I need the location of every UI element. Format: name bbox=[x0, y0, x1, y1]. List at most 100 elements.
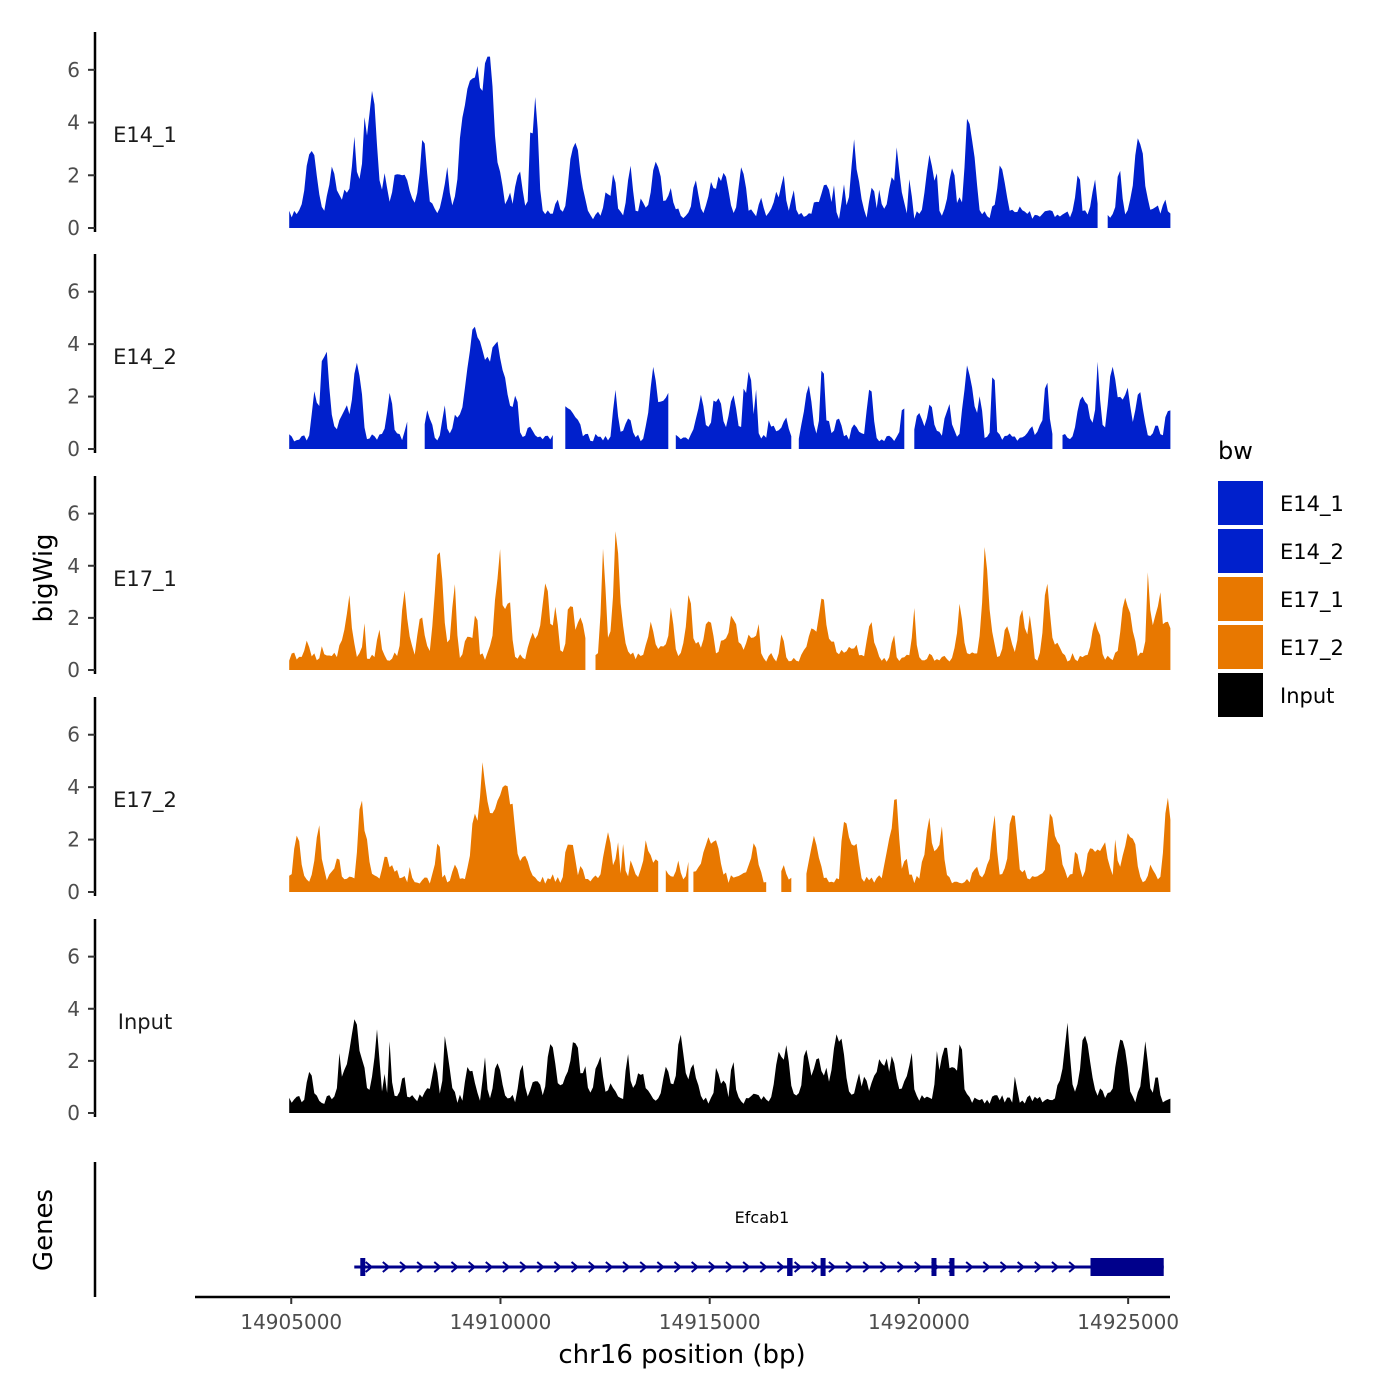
y-tick-label: 0 bbox=[67, 1101, 80, 1125]
gene-exon bbox=[820, 1258, 826, 1276]
gene-exon bbox=[949, 1258, 955, 1276]
y-tick-label: 6 bbox=[67, 58, 80, 82]
legend-swatch bbox=[1218, 481, 1263, 525]
legend-swatch bbox=[1218, 577, 1263, 621]
track-label: E17_1 bbox=[113, 567, 177, 592]
track-label: Input bbox=[118, 1010, 172, 1034]
y-tick-label: 6 bbox=[67, 280, 80, 304]
strand-arrow bbox=[605, 1261, 614, 1273]
strand-arrow bbox=[776, 1261, 785, 1273]
y-tick-label: 2 bbox=[67, 828, 80, 852]
strand-arrow bbox=[673, 1261, 683, 1273]
strand-arrow bbox=[999, 1261, 1009, 1273]
legend-swatch bbox=[1218, 673, 1263, 717]
x-tick-label: 14910000 bbox=[450, 1310, 552, 1334]
y-tick-label: 4 bbox=[67, 111, 80, 135]
signal-area-E14_1 bbox=[289, 56, 1171, 228]
strand-arrow bbox=[879, 1261, 888, 1273]
strand-arrow bbox=[536, 1261, 545, 1273]
signal-area-Input bbox=[289, 1019, 1171, 1113]
strand-arrow bbox=[896, 1261, 906, 1273]
strand-arrow bbox=[365, 1261, 374, 1273]
gene-exon bbox=[360, 1258, 366, 1276]
genes-axis-title: Genes bbox=[29, 1189, 59, 1271]
y-tick-label: 4 bbox=[67, 997, 80, 1021]
x-tick-label: 14925000 bbox=[1077, 1310, 1179, 1334]
legend-entry-E17_1: E17_1 bbox=[1218, 577, 1344, 621]
track-E14_1: 0 2 4 6 E14_1 bbox=[67, 32, 1171, 240]
y-tick-label: 2 bbox=[67, 606, 80, 630]
strand-arrow bbox=[502, 1261, 511, 1273]
track-label: E14_1 bbox=[113, 123, 177, 148]
gene-exon bbox=[787, 1258, 793, 1276]
strand-arrow bbox=[588, 1261, 597, 1273]
legend-label: Input bbox=[1280, 684, 1334, 708]
y-tick-label: 6 bbox=[67, 502, 80, 526]
legend-entry-E14_2: E14_2 bbox=[1218, 529, 1344, 573]
strand-arrow bbox=[570, 1261, 580, 1273]
y-tick-label: 6 bbox=[67, 945, 80, 969]
strand-arrow bbox=[811, 1261, 820, 1273]
legend-entries: E14_1 E14_2 E17_1 E17_2 Input bbox=[1218, 481, 1344, 717]
signal-area-E14_2 bbox=[289, 326, 1171, 449]
x-tick-label: 14915000 bbox=[659, 1310, 761, 1334]
legend-label: E14_2 bbox=[1280, 540, 1344, 565]
strand-arrow bbox=[725, 1261, 734, 1273]
y-tick-label: 4 bbox=[67, 554, 80, 578]
legend-label: E17_1 bbox=[1280, 588, 1344, 613]
y-tick-label: 0 bbox=[67, 658, 80, 682]
strand-arrow bbox=[759, 1261, 768, 1273]
legend-label: E17_2 bbox=[1280, 636, 1344, 661]
strand-arrow bbox=[914, 1261, 923, 1273]
legend-entry-E17_2: E17_2 bbox=[1218, 625, 1344, 669]
x-tick-label: 14905000 bbox=[240, 1310, 342, 1334]
y-tick-label: 2 bbox=[67, 385, 80, 409]
gene-exon bbox=[931, 1258, 937, 1276]
track-label: E14_2 bbox=[113, 345, 177, 370]
strand-arrow bbox=[1068, 1261, 1077, 1273]
strand-arrow bbox=[622, 1261, 631, 1273]
strand-arrow bbox=[1051, 1261, 1060, 1273]
y-tick-label: 0 bbox=[67, 216, 80, 240]
track-Input: 0 2 4 6 Input bbox=[67, 919, 1171, 1125]
gene-name: Efcab1 bbox=[735, 1208, 790, 1227]
legend: bw E14_1 E14_2 E17_1 E17_2 Input bbox=[1218, 437, 1344, 717]
signal-tracks: 0 2 4 6 E14_1 0 2 4 6 E14_2 0 2 4 6 E17_1 0 2 4 6 E17_2 0 2 4 6… bbox=[67, 32, 1171, 1125]
legend-swatch bbox=[1218, 529, 1263, 573]
strand-arrow bbox=[656, 1261, 665, 1273]
strand-arrow bbox=[982, 1261, 991, 1273]
y-tick-label: 4 bbox=[67, 332, 80, 356]
y-tick-label: 6 bbox=[67, 723, 80, 747]
track-label: E17_2 bbox=[113, 788, 177, 813]
y-tick-label: 4 bbox=[67, 775, 80, 799]
x-tick-label: 14920000 bbox=[868, 1310, 970, 1334]
x-axis: 14905000 14910000 14915000 14920000 14925000 bbox=[195, 1295, 1179, 1334]
strand-arrow bbox=[793, 1261, 803, 1273]
strand-arrow bbox=[450, 1261, 460, 1273]
y-tick-label: 2 bbox=[67, 163, 80, 187]
strand-arrow bbox=[1016, 1261, 1026, 1273]
track-E14_2: 0 2 4 6 E14_2 bbox=[67, 254, 1171, 461]
y-tick-label: 0 bbox=[67, 437, 80, 461]
legend-swatch bbox=[1218, 625, 1263, 669]
strand-arrow bbox=[690, 1261, 700, 1273]
signal-area-E17_1 bbox=[289, 531, 1171, 670]
gene-exon bbox=[1090, 1258, 1164, 1276]
strand-arrow bbox=[708, 1261, 717, 1273]
strand-arrow bbox=[742, 1261, 751, 1273]
strand-arrow bbox=[845, 1261, 854, 1273]
track-E17_2: 0 2 4 6 E17_2 bbox=[67, 697, 1171, 904]
y-tick-label: 0 bbox=[67, 880, 80, 904]
legend-label: E14_1 bbox=[1280, 492, 1344, 517]
strand-arrow bbox=[433, 1261, 442, 1273]
legend-title: bw bbox=[1218, 437, 1253, 465]
y-tick-label: 2 bbox=[67, 1049, 80, 1073]
strand-arrow bbox=[553, 1261, 562, 1273]
strand-arrow bbox=[639, 1261, 648, 1273]
y-axis-title: bigWig bbox=[29, 533, 59, 622]
signal-area-E17_2 bbox=[289, 762, 1171, 892]
strand-arrow bbox=[485, 1261, 494, 1273]
strand-arrow bbox=[862, 1261, 871, 1273]
strand-arrow bbox=[416, 1261, 425, 1273]
strand-arrow bbox=[965, 1261, 974, 1273]
